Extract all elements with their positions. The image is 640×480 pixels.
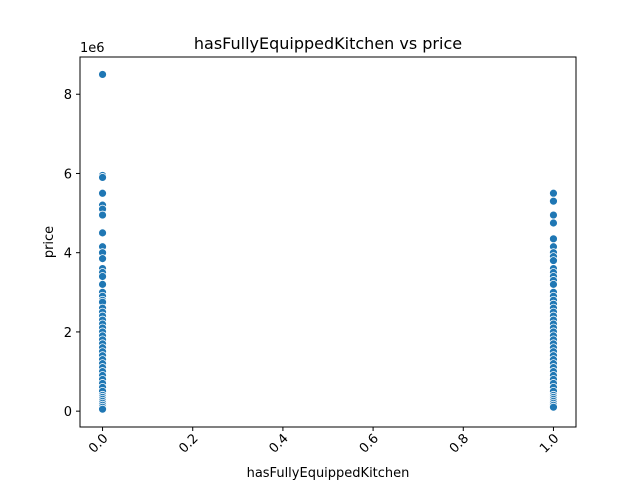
y-axis-label: price bbox=[42, 226, 57, 258]
point bbox=[549, 279, 558, 289]
plot-frame bbox=[79, 56, 577, 428]
point bbox=[98, 210, 107, 220]
point bbox=[98, 272, 107, 281]
point bbox=[98, 173, 107, 182]
point bbox=[549, 210, 558, 220]
point bbox=[98, 188, 107, 198]
point bbox=[98, 70, 107, 79]
point bbox=[549, 256, 558, 266]
point bbox=[98, 279, 107, 289]
point bbox=[549, 218, 558, 228]
point bbox=[98, 404, 107, 414]
point bbox=[549, 234, 558, 244]
point bbox=[98, 228, 107, 238]
point bbox=[549, 188, 558, 198]
point bbox=[549, 402, 558, 412]
y-tick-label: 6 bbox=[64, 167, 72, 182]
chart-title: hasFullyEquippedKitchen vs price bbox=[194, 34, 462, 53]
y-tick-label: 4 bbox=[64, 247, 72, 262]
y-tick-label: 8 bbox=[64, 88, 72, 103]
y-tick-label: 2 bbox=[64, 326, 72, 341]
y-offset-label: 1e6 bbox=[80, 41, 105, 56]
point bbox=[98, 254, 107, 264]
x-axis-label: hasFullyEquippedKitchen bbox=[247, 466, 410, 480]
y-tick-label: 0 bbox=[64, 405, 72, 420]
point bbox=[549, 196, 558, 206]
